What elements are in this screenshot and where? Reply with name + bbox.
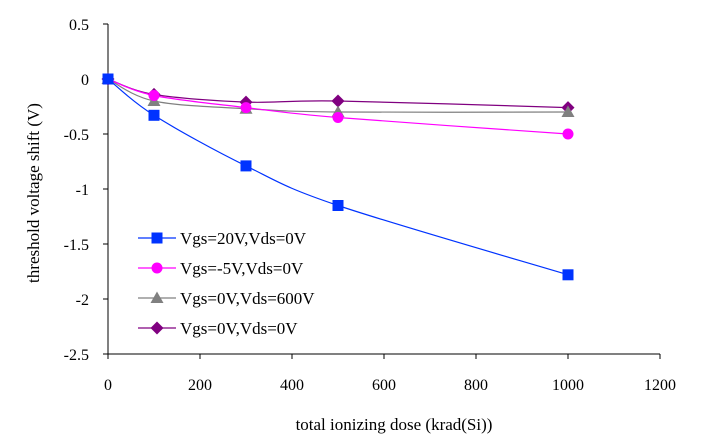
legend: Vgs=20V,Vds=0V Vgs=-5V,Vds=0V Vgs=0V,Vds=6… (138, 229, 315, 338)
y-tick-label: -1.5 (64, 237, 89, 254)
data-point (240, 102, 252, 114)
y-tick-label: -2 (76, 292, 89, 309)
y-tick-label: 0.5 (69, 17, 89, 34)
legend-item: Vgs=20V,Vds=0V (138, 229, 307, 248)
legend-label: Vgs=20V,Vds=0V (180, 229, 307, 248)
x-tick-label: 200 (188, 377, 212, 394)
x-tick-label: 1200 (644, 377, 676, 394)
x-axis-ticks: 0 200 400 600 800 1000 1200 (104, 354, 676, 394)
legend-label: Vgs=0V,Vds=600V (180, 289, 315, 308)
legend-marker (150, 291, 164, 303)
legend-label: Vgs=0V,Vds=0V (180, 319, 298, 338)
data-point (148, 90, 160, 101)
legend-item: Vgs=-5V,Vds=0V (138, 259, 304, 278)
data-point (332, 112, 344, 123)
y-tick-label: -1 (76, 182, 89, 199)
data-point (562, 128, 574, 140)
legend-marker (150, 321, 164, 335)
data-point (331, 94, 345, 108)
series-1 (102, 73, 574, 281)
legend-item: Vgs=0V,Vds=600V (138, 289, 315, 308)
y-axis-title: threshold voltage shift (V) (24, 103, 43, 283)
x-tick-label: 0 (104, 377, 112, 394)
legend-label: Vgs=-5V,Vds=0V (180, 259, 304, 278)
legend-marker (151, 262, 163, 274)
data-point (102, 73, 114, 85)
x-axis-title: total ionizing dose (krad(Si)) (296, 415, 493, 434)
y-axis-ticks: 0.5 0 -0.5 -1 -1.5 -2 -2.5 (64, 17, 108, 364)
x-tick-label: 1000 (552, 377, 584, 394)
y-tick-label: -2.5 (64, 347, 89, 364)
y-tick-label: 0 (81, 72, 89, 89)
x-tick-label: 800 (464, 377, 488, 394)
data-point (561, 105, 575, 117)
series-layer (101, 72, 575, 281)
data-point (562, 269, 574, 281)
data-point (332, 200, 344, 211)
x-tick-label: 400 (280, 377, 304, 394)
data-point (240, 160, 252, 172)
y-tick-label: -0.5 (64, 127, 89, 144)
x-tick-label: 600 (372, 377, 396, 394)
legend-marker (151, 232, 163, 244)
data-point (148, 109, 160, 121)
legend-item: Vgs=0V,Vds=0V (138, 319, 298, 338)
